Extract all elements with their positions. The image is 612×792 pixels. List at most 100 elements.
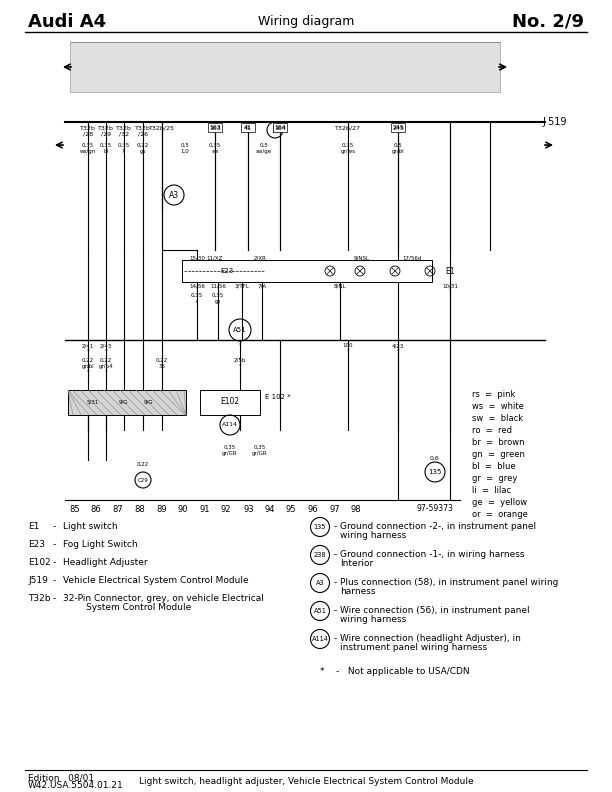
- Text: 4/23
*: 4/23 *: [392, 343, 404, 354]
- Text: 163: 163: [209, 125, 221, 130]
- Text: harness: harness: [340, 587, 376, 596]
- Text: sw  =  black: sw = black: [472, 414, 523, 423]
- Text: 0,5
gr/bl: 0,5 gr/bl: [392, 143, 405, 154]
- Text: -: -: [53, 558, 56, 567]
- Text: 2/41
*: 2/41 *: [82, 343, 94, 354]
- Text: 89: 89: [157, 505, 167, 514]
- Text: -: -: [53, 522, 56, 531]
- Bar: [273, 123, 287, 132]
- Text: 0,35
r: 0,35 r: [191, 293, 203, 304]
- Text: br  =  brown: br = brown: [472, 438, 524, 447]
- Text: Ground connection -1-, in wiring harness: Ground connection -1-, in wiring harness: [340, 550, 524, 559]
- Text: 9/G: 9/G: [143, 399, 153, 405]
- Bar: [182, 260, 432, 282]
- Text: J 519: J 519: [542, 117, 567, 127]
- Text: T32b
/32: T32b /32: [116, 126, 132, 137]
- Text: 17/56d: 17/56d: [402, 255, 422, 260]
- Text: wiring harness: wiring harness: [340, 615, 406, 624]
- Text: 14/56: 14/56: [189, 283, 205, 288]
- Text: A114: A114: [312, 636, 329, 642]
- Text: 3/TFL: 3/TFL: [234, 283, 249, 288]
- Text: E102: E102: [28, 558, 51, 567]
- Text: 0,35
gs: 0,35 gs: [212, 293, 224, 304]
- Text: 0,35
ws/gn: 0,35 ws/gn: [80, 143, 96, 154]
- Text: T32b/25: T32b/25: [149, 126, 175, 131]
- Text: 0,22: 0,22: [137, 462, 149, 467]
- Text: rs  =  pink: rs = pink: [472, 390, 515, 399]
- Bar: [391, 123, 405, 132]
- Text: 0,35
ll: 0,35 ll: [118, 143, 130, 154]
- Text: T32b
/28: T32b /28: [80, 126, 96, 137]
- Text: instrument panel wiring harness: instrument panel wiring harness: [340, 643, 487, 652]
- Text: 88: 88: [135, 505, 146, 514]
- Text: A3: A3: [316, 580, 324, 586]
- Text: 100
*: 100 *: [343, 343, 353, 354]
- Text: *    -   Not applicable to USA/CDN: * - Not applicable to USA/CDN: [320, 667, 469, 676]
- Text: Plus connection (58), in instrument panel wiring: Plus connection (58), in instrument pane…: [340, 578, 558, 587]
- Text: E102: E102: [220, 398, 239, 406]
- Text: K: K: [272, 125, 278, 135]
- Text: *: *: [239, 343, 241, 348]
- Text: Ground connection -2-, in instrument panel: Ground connection -2-, in instrument pan…: [340, 522, 536, 531]
- Text: 2/5b
*: 2/5b *: [234, 358, 246, 369]
- Text: -: -: [53, 576, 56, 585]
- Text: A3: A3: [169, 191, 179, 200]
- Text: System Control Module: System Control Module: [63, 603, 191, 612]
- Text: 0,35
gr/GR: 0,35 gr/GR: [222, 445, 238, 456]
- Text: T32b
/26: T32b /26: [135, 126, 151, 137]
- Bar: [241, 123, 255, 132]
- Text: 163: 163: [209, 126, 221, 131]
- Text: 2/XR: 2/XR: [253, 255, 266, 260]
- Text: 164: 164: [274, 126, 286, 131]
- Bar: [208, 123, 222, 132]
- Text: 11/XZ: 11/XZ: [207, 255, 223, 260]
- Text: 0,22
35: 0,22 35: [156, 358, 168, 369]
- Text: 96: 96: [308, 505, 318, 514]
- Text: 41: 41: [244, 125, 252, 130]
- Text: 10/31: 10/31: [442, 283, 458, 288]
- Text: li  =  lilac: li = lilac: [472, 486, 511, 495]
- Text: W42.USA.5504.01.21: W42.USA.5504.01.21: [28, 782, 124, 790]
- Text: gn  =  green: gn = green: [472, 450, 525, 459]
- Text: 91: 91: [200, 505, 211, 514]
- Text: E23: E23: [220, 268, 234, 274]
- Text: 0,22
gr/bl
*: 0,22 gr/bl *: [81, 358, 94, 375]
- Text: No. 2/9: No. 2/9: [512, 13, 584, 31]
- Text: E 102 *: E 102 *: [265, 394, 291, 400]
- Text: 0,6: 0,6: [430, 455, 440, 460]
- Text: 0,35
gr/GR: 0,35 gr/GR: [252, 445, 268, 456]
- Text: 0,22
gr/b4
*: 0,22 gr/b4 *: [99, 358, 113, 375]
- Text: 8/NL: 8/NL: [334, 283, 346, 288]
- Text: -: -: [334, 550, 337, 559]
- Bar: [68, 390, 186, 415]
- Bar: [200, 390, 260, 415]
- Text: -: -: [334, 522, 337, 531]
- Text: 0,35
sw: 0,35 sw: [209, 143, 221, 154]
- Text: Wire connection (headlight Adjuster), in: Wire connection (headlight Adjuster), in: [340, 634, 521, 643]
- Text: Vehicle Electrical System Control Module: Vehicle Electrical System Control Module: [63, 576, 248, 585]
- Text: 41: 41: [244, 126, 252, 131]
- Text: 245: 245: [392, 126, 404, 131]
- Text: Wire connection (56), in instrument panel: Wire connection (56), in instrument pane…: [340, 606, 529, 615]
- Text: Edition   08/01: Edition 08/01: [28, 774, 94, 782]
- Text: 164: 164: [274, 125, 286, 130]
- Text: E23: E23: [28, 540, 45, 549]
- Text: 135: 135: [314, 524, 326, 530]
- Text: 93: 93: [244, 505, 255, 514]
- Text: E1: E1: [445, 266, 455, 276]
- Text: 0,22
gs: 0,22 gs: [137, 143, 149, 154]
- Text: 2/43
*: 2/43 *: [100, 343, 112, 354]
- Text: Interior: Interior: [340, 559, 373, 568]
- Text: A51: A51: [233, 327, 247, 333]
- Text: Headlight Adjuster: Headlight Adjuster: [63, 558, 147, 567]
- Text: ge  =  yellow: ge = yellow: [472, 498, 527, 507]
- Text: 85: 85: [70, 505, 80, 514]
- Text: 94: 94: [265, 505, 275, 514]
- Text: Wiring diagram: Wiring diagram: [258, 16, 354, 29]
- Text: gr  =  grey: gr = grey: [472, 474, 517, 483]
- Bar: [70, 42, 500, 92]
- Text: 135: 135: [428, 469, 442, 475]
- Text: Fog Light Switch: Fog Light Switch: [63, 540, 138, 549]
- Text: 97: 97: [330, 505, 340, 514]
- Text: wiring harness: wiring harness: [340, 531, 406, 540]
